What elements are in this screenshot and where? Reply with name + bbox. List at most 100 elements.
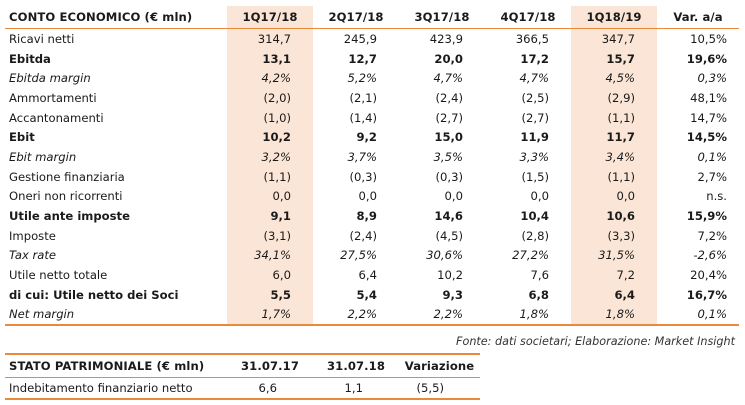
cell-value: 12,7: [348, 51, 377, 66]
cell-value: (1,1): [227, 166, 313, 187]
table-row: Imposte (3,1) (2,4) (4,5) (2,8) (3,3) 7,2%: [5, 225, 739, 246]
cell-value: 1,7%: [227, 304, 313, 326]
row-label: Accantonamenti: [9, 110, 104, 125]
cell-value: 10,2: [437, 268, 463, 283]
cell-value: (1,4): [349, 110, 377, 125]
cell-value: 6,4: [358, 268, 377, 283]
stato-patrimoniale-header: STATO PATRIMONIALE (€ mln) 31.07.17 31.0…: [5, 354, 480, 378]
cell-variation: 14,7%: [690, 110, 727, 125]
row-label: Net margin: [9, 307, 75, 322]
sp-header-col-310717: 31.07.17: [240, 359, 299, 373]
cell-value: (2,5): [521, 90, 549, 105]
cell-value: (2,7): [435, 110, 463, 125]
cell-value: 3,4%: [571, 147, 657, 167]
cell-variation: n.s.: [706, 189, 727, 204]
sp-header-label: STATO PATRIMONIALE (€ mln): [9, 359, 205, 373]
cell-value: 1,1: [344, 380, 363, 395]
cell-variation: 20,4%: [690, 268, 727, 283]
cell-value: 17,2: [520, 51, 549, 66]
conto-economico-header: CONTO ECONOMICO (€ mln) 1Q17/18 2Q17/18 …: [5, 6, 739, 29]
cell-value: 1,8%: [571, 304, 657, 326]
header-col-4q1718: 4Q17/18: [500, 10, 556, 24]
cell-variation: -2,6%: [693, 248, 727, 263]
cell-value: 4,5%: [571, 68, 657, 89]
cell-value: (2,1): [349, 90, 377, 105]
cell-value: 14,6: [434, 209, 463, 224]
cell-value: 3,2%: [227, 147, 313, 167]
cell-value: 2,2%: [433, 307, 463, 322]
cell-value: 7,2: [571, 265, 657, 285]
stato-patrimoniale-table: STATO PATRIMONIALE (€ mln) 31.07.17 31.0…: [5, 353, 480, 400]
cell-value: 8,9: [356, 209, 377, 224]
row-label: Gestione finanziaria: [9, 169, 125, 184]
cell-value: 3,3%: [519, 149, 549, 164]
table-row: Oneri non ricorrenti 0,0 0,0 0,0 0,0 0,0 n.s.: [5, 186, 739, 207]
cell-variation: 0,1%: [697, 149, 727, 164]
table-row: di cui: Utile netto dei Soci 5,5 5,4 9,3 6,8…: [5, 284, 739, 305]
cell-value: 10,4: [520, 209, 549, 224]
cell-value: 27,5%: [340, 248, 377, 263]
header-col-1q1718: 1Q17/18: [227, 6, 313, 29]
cell-value: 366,5: [515, 31, 549, 46]
cell-variation: 15,9%: [686, 209, 727, 224]
cell-value: 20,0: [434, 51, 463, 66]
cell-value: 11,9: [520, 130, 549, 145]
row-label: Oneri non ricorrenti: [9, 189, 123, 204]
cell-value: 2,2%: [347, 307, 377, 322]
cell-value: 0,0: [444, 189, 463, 204]
cell-value: (1,0): [227, 107, 313, 128]
cell-value: 15,0: [434, 130, 463, 145]
cell-variation: 48,1%: [690, 90, 727, 105]
cell-value: 4,7%: [433, 71, 463, 86]
cell-value: 27,2%: [512, 248, 549, 263]
cell-value: 6,0: [227, 265, 313, 285]
cell-value: 3,5%: [433, 149, 463, 164]
header-col-3q1718: 3Q17/18: [414, 10, 470, 24]
cell-value: 7,6: [530, 268, 549, 283]
row-label: Utile netto totale: [9, 268, 108, 283]
cell-value: 5,4: [356, 287, 377, 302]
row-label: Ebit: [9, 130, 35, 145]
cell-value: 9,3: [442, 287, 463, 302]
cell-value: 314,7: [227, 28, 313, 49]
cell-value: 13,1: [227, 48, 313, 69]
table-row: Indebitamento finanziario netto 6,6 1,1 (5,…: [5, 378, 480, 399]
table-row: Utile ante imposte 9,1 8,9 14,6 10,4 10,6 15,9…: [5, 206, 739, 226]
cell-value: (2,9): [571, 88, 657, 108]
cell-variation: 2,7%: [697, 169, 727, 184]
header-col-var: Var. a/a: [673, 10, 723, 24]
cell-value: (1,1): [571, 166, 657, 187]
cell-value: (1,5): [521, 169, 549, 184]
cell-variation: 14,5%: [686, 130, 727, 145]
source-note: Fonte: dati societari; Elaborazione: Mar…: [456, 335, 735, 348]
cell-value: (2,0): [227, 88, 313, 108]
table-row: Tax rate 34,1% 27,5% 30,6% 27,2% 31,5% -2,6%: [5, 245, 739, 266]
cell-value: (3,1): [227, 225, 313, 246]
row-label: Tax rate: [9, 248, 57, 263]
row-label: Ebit margin: [9, 149, 77, 164]
cell-value: (1,1): [571, 107, 657, 128]
table-row: Gestione finanziaria (1,1) (0,3) (0,3) (1,5)…: [5, 166, 739, 187]
row-label: di cui: Utile netto dei Soci: [9, 287, 179, 302]
header-col-1q1819: 1Q18/19: [571, 6, 657, 29]
cell-value: 347,7: [571, 28, 657, 49]
cell-value: 9,1: [227, 206, 313, 226]
cell-value: 31,5%: [571, 245, 657, 266]
cell-value: 3,7%: [347, 149, 377, 164]
table-row: Ebitda margin 4,2% 5,2% 4,7% 4,7% 4,5% 0,3%: [5, 68, 739, 89]
cell-value: (0,3): [349, 169, 377, 184]
cell-value: 10,6: [571, 206, 657, 226]
cell-variation: 7,2%: [697, 228, 727, 243]
cell-value: 423,9: [429, 31, 463, 46]
header-col-2q1718: 2Q17/18: [328, 10, 384, 24]
table-row: Ammortamenti (2,0) (2,1) (2,4) (2,5) (2,9) 48,…: [5, 88, 739, 108]
cell-variation: 19,6%: [686, 51, 727, 66]
cell-value: (5,5): [416, 380, 444, 395]
sp-header-col-310718: 31.07.18: [326, 359, 385, 373]
row-label: Ricavi netti: [9, 31, 75, 46]
row-label: Ebitda margin: [9, 71, 91, 86]
cell-value: (0,3): [435, 169, 463, 184]
cell-variation: 0,1%: [697, 307, 727, 322]
stato-patrimoniale-table-wrapper: STATO PATRIMONIALE (€ mln) 31.07.17 31.0…: [5, 353, 480, 400]
cell-variation: 16,7%: [686, 287, 727, 302]
